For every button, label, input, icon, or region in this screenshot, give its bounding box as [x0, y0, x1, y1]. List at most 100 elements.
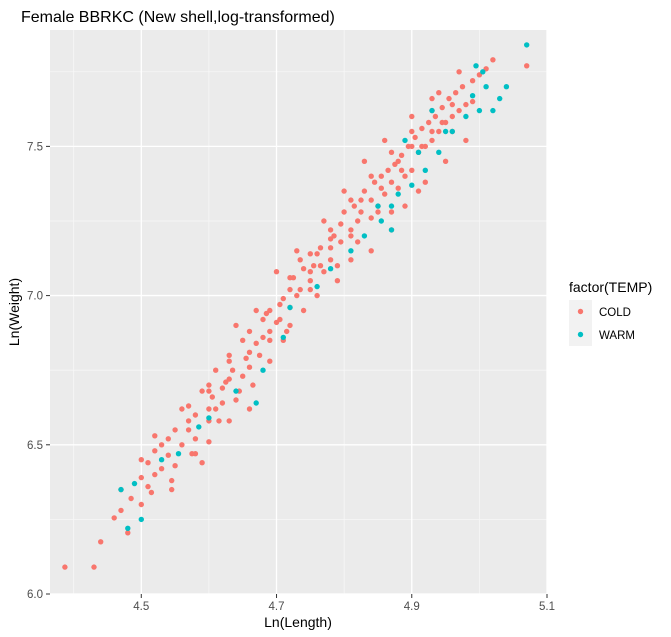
- point-cold: [361, 158, 368, 164]
- point-cold: [300, 307, 307, 314]
- legend-marker-warm: [577, 331, 584, 338]
- point-cold: [91, 564, 97, 570]
- point-warm: [473, 63, 479, 69]
- point-warm: [361, 233, 368, 239]
- point-cold: [368, 197, 374, 203]
- point-cold: [327, 227, 334, 233]
- point-cold: [409, 113, 415, 120]
- point-cold: [287, 275, 293, 281]
- major-gridlines: [50, 30, 548, 595]
- point-warm: [118, 486, 124, 493]
- point-cold: [62, 564, 68, 570]
- point-warm: [253, 400, 259, 406]
- point-cold: [409, 128, 415, 135]
- point-cold: [341, 209, 347, 215]
- point-cold: [260, 334, 266, 341]
- point-warm: [314, 283, 320, 290]
- legend-title: factor(TEMP): [569, 279, 652, 295]
- plot-panel: [50, 30, 547, 594]
- point-cold: [469, 78, 476, 84]
- point-warm: [409, 182, 415, 188]
- point-cold: [307, 269, 313, 275]
- point-warm: [483, 84, 489, 90]
- point-warm: [158, 457, 165, 463]
- point-cold: [226, 376, 232, 382]
- point-warm: [524, 42, 530, 48]
- legend: factor(TEMP) COLD WARM: [569, 279, 652, 346]
- point-cold: [277, 316, 283, 323]
- point-cold: [233, 322, 239, 329]
- point-cold: [395, 185, 401, 191]
- point-cold: [415, 188, 422, 194]
- point-cold: [361, 188, 368, 194]
- point-warm: [287, 304, 293, 311]
- point-cold: [246, 364, 253, 370]
- point-warm: [388, 227, 395, 233]
- point-warm: [388, 203, 395, 209]
- point-cold: [321, 269, 327, 275]
- point-cold: [233, 397, 239, 403]
- point-cold: [368, 248, 374, 254]
- point-cold: [226, 352, 232, 358]
- point-cold: [192, 412, 199, 418]
- point-cold: [419, 143, 425, 150]
- point-cold: [125, 530, 131, 536]
- point-cold: [294, 248, 300, 254]
- point-cold: [138, 474, 144, 481]
- point-cold: [253, 340, 259, 346]
- point-cold: [300, 266, 307, 272]
- point-cold: [246, 406, 253, 412]
- point-cold: [284, 328, 290, 335]
- x-tick-label: 4.7: [269, 601, 285, 613]
- point-cold: [209, 394, 215, 400]
- point-cold: [317, 263, 324, 269]
- point-cold: [138, 501, 144, 508]
- data-points: [62, 42, 530, 570]
- y-tick-label: 7.0: [27, 291, 43, 303]
- point-warm: [503, 84, 510, 90]
- point-cold: [226, 358, 232, 364]
- point-warm: [138, 516, 144, 523]
- point-cold: [348, 233, 354, 239]
- point-cold: [348, 227, 354, 233]
- point-cold: [199, 388, 205, 394]
- point-cold: [287, 286, 293, 293]
- point-warm: [476, 107, 483, 114]
- point-cold: [287, 322, 293, 329]
- y-axis-title: Ln(Weight): [6, 278, 22, 346]
- point-cold: [206, 439, 212, 445]
- point-cold: [429, 137, 435, 144]
- point-cold: [213, 367, 219, 373]
- point-warm: [490, 107, 496, 114]
- point-cold: [463, 101, 469, 108]
- point-cold: [446, 95, 452, 102]
- point-warm: [233, 388, 239, 394]
- point-cold: [327, 257, 334, 263]
- point-cold: [219, 385, 226, 391]
- point-cold: [172, 427, 178, 433]
- point-cold: [273, 269, 280, 275]
- point-cold: [158, 466, 165, 472]
- point-cold: [334, 263, 341, 269]
- point-warm: [449, 128, 455, 135]
- point-cold: [185, 403, 192, 409]
- point-cold: [378, 185, 384, 191]
- point-cold: [243, 355, 249, 361]
- point-warm: [131, 480, 138, 487]
- point-cold: [206, 406, 212, 412]
- point-cold: [327, 245, 334, 251]
- point-cold: [307, 251, 313, 257]
- point-cold: [331, 233, 337, 239]
- y-tick-label: 6.5: [27, 440, 43, 452]
- point-cold: [152, 448, 158, 454]
- point-cold: [314, 251, 320, 257]
- point-warm: [436, 149, 442, 155]
- point-cold: [152, 433, 158, 439]
- point-cold: [169, 486, 175, 493]
- point-cold: [432, 113, 439, 120]
- point-cold: [240, 337, 246, 343]
- point-cold: [267, 328, 273, 335]
- point-cold: [216, 418, 222, 424]
- x-tick-label: 4.9: [404, 601, 420, 613]
- axis-ticks: 4.5 4.7 4.9 5.1 6.0 6.5 7.0 7.5: [27, 141, 555, 613]
